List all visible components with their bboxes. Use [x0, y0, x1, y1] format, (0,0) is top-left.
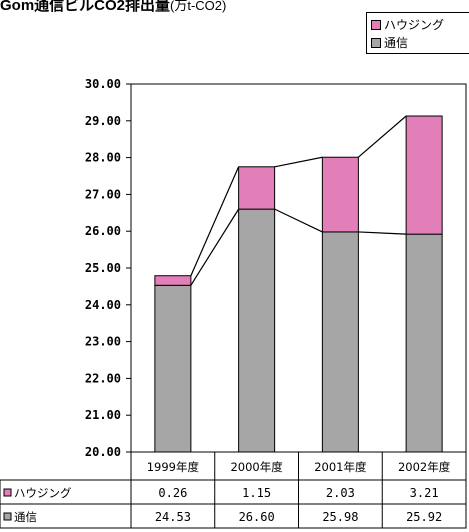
chart-title-main: Gom通信ビルCO2排出量: [0, 0, 171, 14]
data-value-label: 3.21: [410, 486, 439, 500]
bar-housing: [321, 156, 359, 233]
y-tick-label: 30.00: [85, 77, 121, 91]
y-tick-label: 29.00: [85, 114, 121, 128]
legend-swatch-housing: [371, 20, 381, 30]
legend-item-housing: ハウジング: [371, 17, 444, 33]
category-label: 2002年度: [398, 460, 451, 474]
category-label: 2000年度: [230, 460, 283, 474]
legend-label-telecom: 通信: [384, 36, 409, 50]
table-swatch-housing: [3, 488, 12, 497]
data-value-label: 1.15: [242, 486, 271, 500]
bar-telecom: [321, 231, 359, 453]
y-tick-label: 25.00: [85, 261, 121, 275]
y-tick-label: 28.00: [85, 151, 121, 165]
data-value-label: 25.98: [322, 510, 358, 524]
series-line-telecom: [190, 208, 240, 286]
data-value-label: 25.92: [406, 510, 442, 524]
series-line-housing: [274, 156, 323, 168]
data-value-label: 0.26: [158, 486, 187, 500]
table-row-label: 通信: [14, 510, 37, 524]
legend-item-telecom: 通信: [371, 35, 408, 51]
category-label: 2001年度: [314, 460, 367, 474]
y-tick-label: 22.00: [85, 371, 121, 385]
y-tick-label: 21.00: [85, 408, 121, 422]
bar-housing: [154, 275, 192, 286]
legend-swatch-telecom: [371, 38, 381, 48]
series-line-telecom: [358, 231, 407, 235]
y-tick-label: 26.00: [85, 224, 121, 238]
series-line-housing: [190, 166, 240, 276]
y-tick-label: 27.00: [85, 187, 121, 201]
bar-telecom: [154, 284, 192, 453]
category-label: 1999年度: [147, 460, 200, 474]
chart-title: Gom通信ビルCO2排出量(万t-CO2): [0, 0, 226, 15]
bar-telecom: [405, 233, 443, 453]
table-data-row: [0, 503, 467, 529]
bar-housing: [405, 115, 443, 235]
chart-legend: ハウジング 通信: [366, 12, 469, 54]
table-row-label: ハウジング: [14, 486, 72, 500]
data-value-label: 2.03: [326, 486, 355, 500]
series-line-housing: [357, 115, 407, 158]
y-tick-label: 24.00: [85, 298, 121, 312]
bar-telecom: [238, 208, 276, 453]
series-line-telecom: [274, 208, 323, 233]
y-tick-label: 20.00: [85, 445, 121, 459]
data-value-label: 24.53: [155, 510, 191, 524]
data-value-label: 26.60: [239, 510, 275, 524]
y-tick-label: 23.00: [85, 335, 121, 349]
bar-housing: [238, 166, 276, 210]
legend-label-housing: ハウジング: [384, 18, 445, 32]
chart-title-unit: (万t-CO2): [170, 0, 227, 13]
table-swatch-telecom: [3, 512, 12, 521]
